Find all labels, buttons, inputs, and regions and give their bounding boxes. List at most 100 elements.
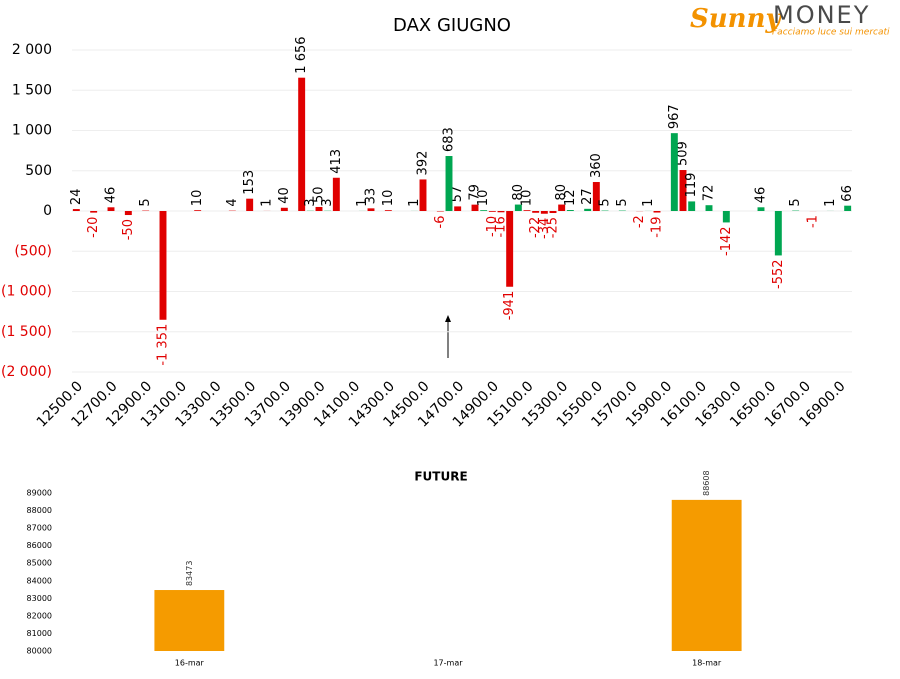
- y-tick-label: 83000: [27, 594, 52, 603]
- data-label: 392: [416, 151, 431, 176]
- bar: [280, 207, 288, 211]
- bar: [480, 210, 488, 211]
- y-tick-label: 88000: [27, 506, 52, 515]
- y-tick-label: 500: [25, 163, 52, 179]
- bar: [124, 211, 132, 216]
- data-label: 10: [190, 190, 205, 207]
- bar: [445, 156, 453, 211]
- data-label: 360: [589, 153, 604, 178]
- bar: [774, 211, 782, 256]
- data-label: 1: [641, 199, 656, 207]
- data-label: -20: [86, 217, 101, 238]
- y-tick-label: (2 000): [1, 364, 52, 380]
- data-label: 3: [320, 198, 335, 206]
- bar: [506, 211, 514, 287]
- bar: [497, 211, 505, 213]
- bar: [584, 208, 592, 211]
- data-label: -10: [485, 216, 500, 237]
- bar: [419, 179, 427, 211]
- bar: [246, 198, 254, 211]
- bar: [671, 499, 742, 651]
- data-label: 27: [580, 188, 595, 205]
- data-label: 5: [138, 198, 153, 206]
- logo-brand: Sunny: [690, 4, 782, 34]
- chart-title: DAX GIUGNO: [393, 15, 511, 36]
- bar: [471, 204, 479, 211]
- bar: [549, 211, 557, 214]
- bar: [705, 205, 713, 211]
- bar: [844, 205, 852, 211]
- bar: [332, 177, 340, 211]
- bar: [454, 206, 462, 211]
- x-tick-label: 18-mar: [692, 659, 722, 668]
- bar: [107, 207, 115, 211]
- data-label: 119: [684, 173, 699, 198]
- data-label: -1: [806, 215, 821, 228]
- data-label: 46: [104, 187, 119, 204]
- data-label: 50: [312, 186, 327, 203]
- y-tick-label: 86000: [27, 541, 52, 550]
- bar: [90, 211, 98, 213]
- logo-tagline: Facciamo luce sui mercati: [772, 28, 890, 38]
- data-label: 80: [511, 184, 526, 201]
- bar: [154, 590, 225, 651]
- bar: [194, 210, 202, 211]
- data-label: 72: [702, 185, 717, 202]
- data-label: 1: [355, 199, 370, 207]
- data-label: 79: [468, 184, 483, 201]
- bar: [532, 211, 540, 213]
- data-label: 57: [450, 186, 465, 203]
- bar: [315, 206, 323, 211]
- bar: [592, 182, 600, 211]
- y-tick-label: 1 500: [12, 82, 52, 98]
- data-label: -1 351: [156, 324, 171, 366]
- data-label: 1: [407, 199, 422, 207]
- bar: [488, 211, 496, 212]
- data-label: 5: [788, 198, 803, 206]
- data-label: 153: [242, 170, 257, 195]
- y-tick-label: 81000: [27, 629, 52, 638]
- bar: [688, 201, 696, 211]
- logo-name: MONEY: [773, 1, 870, 29]
- data-label: 509: [676, 141, 691, 166]
- data-label: 46: [754, 187, 769, 204]
- bar: [72, 209, 80, 211]
- data-label: 88608: [702, 470, 711, 495]
- y-tick-label: 1 000: [12, 123, 52, 139]
- y-tick-label: 2 000: [12, 42, 52, 58]
- y-tick-label: 85000: [27, 559, 52, 568]
- y-tick-label: 89000: [27, 489, 52, 498]
- data-label: -2: [632, 215, 647, 228]
- annotation-arrowhead: [445, 315, 451, 322]
- data-label: 1 656: [294, 36, 309, 73]
- bar: [540, 211, 548, 214]
- y-tick-label: (1 500): [1, 324, 52, 340]
- x-tick-label: 17-mar: [433, 659, 463, 668]
- data-label: -19: [650, 217, 665, 238]
- data-label: 683: [442, 127, 457, 152]
- data-label: -22: [528, 217, 543, 238]
- data-label: -552: [771, 259, 786, 289]
- bar: [653, 211, 661, 213]
- bar: [514, 204, 522, 211]
- data-label: 3: [303, 198, 318, 206]
- bar: [670, 133, 678, 211]
- bar: [298, 77, 306, 211]
- data-label: -25: [546, 217, 561, 238]
- bar: [523, 210, 531, 211]
- bar: [679, 170, 687, 211]
- bar: [757, 207, 765, 211]
- y-tick-label: 82000: [27, 611, 52, 620]
- data-label: 12: [563, 189, 578, 206]
- data-label: 80: [554, 184, 569, 201]
- x-tick-label: 16-mar: [175, 659, 205, 668]
- data-label: -941: [502, 291, 517, 321]
- bar: [159, 211, 167, 320]
- bar: [566, 210, 574, 211]
- bar: [558, 204, 566, 211]
- y-tick-label: 0: [43, 203, 52, 219]
- data-label: 10: [476, 190, 491, 207]
- data-label: 413: [329, 149, 344, 174]
- data-label: 967: [667, 104, 682, 129]
- data-label: 33: [364, 188, 379, 205]
